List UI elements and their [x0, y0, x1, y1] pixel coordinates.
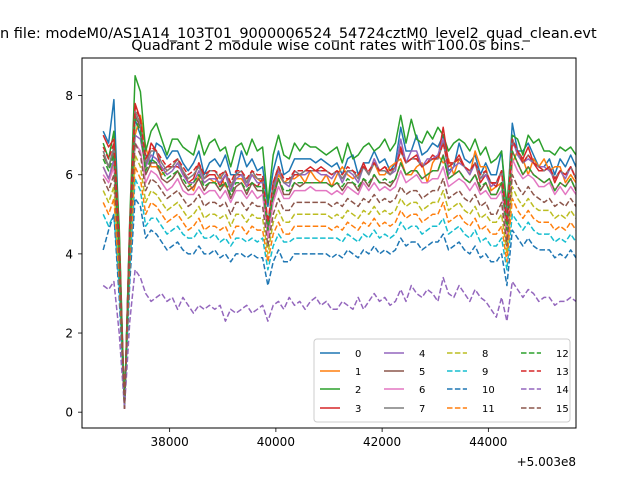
- series-line-9: [102, 177, 576, 409]
- legend-label-8: 8: [482, 349, 488, 360]
- series-line-15: [102, 142, 576, 409]
- x-axis: 38000 40000 42000 44000: [151, 428, 507, 449]
- legend-label-9: 9: [482, 367, 488, 378]
- series-line-12: [102, 118, 576, 409]
- y-axis: 0 2 4 6 8: [65, 89, 82, 420]
- y-tick-label: 8: [65, 89, 73, 103]
- legend-label-7: 7: [419, 404, 425, 415]
- legend-label-0: 0: [355, 349, 361, 360]
- y-tick-label: 4: [65, 247, 73, 261]
- legend-label-13: 13: [556, 367, 569, 378]
- legend-box: [313, 338, 571, 423]
- legend-label-5: 5: [419, 367, 425, 378]
- y-tick-label: 0: [65, 406, 73, 420]
- legend-label-11: 11: [482, 404, 495, 415]
- legend-label-3: 3: [355, 404, 361, 415]
- legend-label-2: 2: [355, 385, 361, 396]
- chart-title: Quadrant 2 module wise count rates with …: [131, 38, 525, 54]
- legend-label-1: 1: [355, 367, 361, 378]
- series-line-14: [102, 268, 576, 409]
- legend-label-15: 15: [556, 404, 569, 415]
- x-axis-offset-label: +5.003e8: [517, 455, 576, 469]
- y-tick-label: 2: [65, 327, 73, 341]
- series-line-8: [102, 154, 576, 409]
- legend-label-12: 12: [556, 349, 569, 360]
- x-tick-label: 44000: [469, 435, 507, 449]
- legend-label-4: 4: [419, 349, 425, 360]
- series-line-10: [102, 197, 576, 409]
- series-line-3: [102, 102, 576, 409]
- x-tick-label: 38000: [151, 435, 189, 449]
- plot-frame: [81, 57, 577, 429]
- legend-label-10: 10: [482, 385, 495, 396]
- series-line-2: [102, 75, 576, 409]
- series-layer: [102, 75, 576, 409]
- y-tick-label: 6: [65, 168, 73, 182]
- x-tick-label: 42000: [363, 435, 401, 449]
- series-line-11: [102, 166, 576, 409]
- series-line-6: [102, 142, 576, 409]
- legend-label-14: 14: [556, 385, 569, 396]
- x-tick-label: 40000: [257, 435, 295, 449]
- series-line-13: [102, 106, 576, 409]
- figure-suptitle: n file: modeM0/AS1A14_103T01_9000006524_…: [0, 26, 597, 42]
- legend-label-6: 6: [419, 385, 425, 396]
